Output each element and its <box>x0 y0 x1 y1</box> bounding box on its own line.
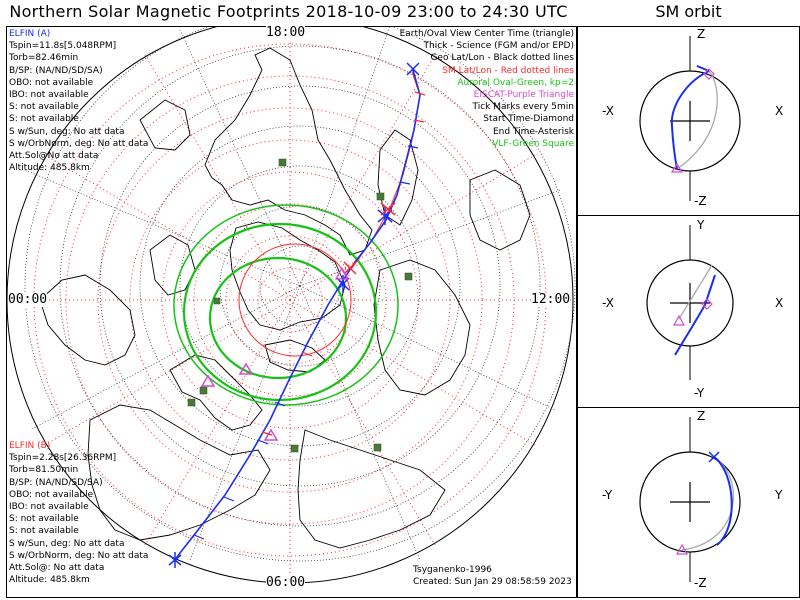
elfin-b-line: S w/OrbNorm, deg: No att data <box>9 550 149 561</box>
elfin-a-name: ELFIN (A) <box>9 29 51 39</box>
geo-meridians <box>24 27 561 561</box>
model-label: Tsyganenko-1996 <box>413 565 492 575</box>
elfin-a-line: Altitude: 485.8km <box>9 163 90 174</box>
axis-bottom: -Y <box>694 386 705 400</box>
elfin-a-line: Torb=82.46min <box>9 53 79 64</box>
elfin-a-line: S w/Sun, deg: No att data <box>9 126 125 137</box>
elfin-a-track <box>174 69 421 561</box>
orbit-plot-xz <box>639 36 741 201</box>
start-end-markers <box>168 62 420 568</box>
credit: Tsyganenko-1996 Created: Sun Jan 29 08:5… <box>413 564 572 588</box>
elfin-b-line: S: not available <box>9 526 79 537</box>
elfin-a-line: OBO: not available <box>9 77 94 88</box>
elfin-b-line: S: not available <box>9 514 79 525</box>
elfin-b-line: Att.Sol@: No att data <box>9 563 105 574</box>
legend-item: Auroral Oval-Green, kp=2 <box>457 77 574 88</box>
clock-label-bottom: 06:00 <box>266 575 306 590</box>
axis-bottom: -Z <box>694 194 707 208</box>
axis-left: -X <box>602 296 614 310</box>
orbit-plot-yz <box>639 417 741 582</box>
legend-item: Thick - Science (FGM and/or EPD) <box>423 41 574 52</box>
legend-item: SM Lat/Lon - Red dotted lines <box>442 65 574 76</box>
axis-top: Z <box>697 409 706 423</box>
legend-item: VLF-Green Square <box>492 138 574 149</box>
legend-item: Earth/Oval View Center Time (triangle) <box>399 29 574 39</box>
legend-item: End Time-Asterisk <box>492 126 574 137</box>
coastlines <box>39 47 531 549</box>
axis-right: X <box>775 296 784 310</box>
elfin-a-line: S: not available <box>9 102 79 113</box>
legend: Earth/Oval View Center Time (triangle) T… <box>400 28 574 150</box>
elfin-a-line: IBO: not available <box>9 90 89 101</box>
orbit-title: SM orbit <box>655 2 722 21</box>
auroral-oval <box>182 222 378 402</box>
elfin-a-line: S w/OrbNorm, deg: No att data <box>9 138 149 149</box>
orbit-plot-xy <box>646 225 734 380</box>
elfin-a-ticks <box>193 145 419 540</box>
legend-item: Geo Lat/Lon - Black dotted lines <box>430 53 574 64</box>
elfin-b-line: B/SP: (NA/ND/SD/SA) <box>9 477 103 488</box>
elfin-b-line: OBO: not available <box>9 489 94 500</box>
elfin-b-line: Altitude: 485.8km <box>9 575 90 586</box>
axis-left: -X <box>602 104 614 118</box>
elfin-a-line: Att.Sol@No att data <box>9 151 99 162</box>
polar-map <box>7 27 576 584</box>
elfin-a-info: ELFIN (A) Tspin=11.8s[5.048RPM] Torb=82.… <box>9 28 148 174</box>
legend-item: EISCAT-Purple Triangle <box>473 90 574 101</box>
plot-title: Northern Solar Magnetic Footprints 2018-… <box>9 2 568 21</box>
clock-label-right: 12:00 <box>531 292 571 307</box>
sm-inner-circle <box>238 243 352 357</box>
clock-label-top: 18:00 <box>266 25 306 40</box>
clock-label-left: 00:00 <box>8 292 48 307</box>
axis-top: Z <box>697 27 706 41</box>
center-time-triangle <box>334 266 350 280</box>
elfin-b-line: S w/Sun, deg: No att data <box>9 538 125 549</box>
eiscat-markers <box>200 362 279 441</box>
axis-bottom: -Z <box>694 576 707 590</box>
axis-top: Y <box>697 218 705 232</box>
vlf-stations <box>187 158 413 453</box>
elfin-b-name: ELFIN (B) <box>9 441 51 451</box>
axis-left: -Y <box>602 488 613 502</box>
elfin-b-line: Tspin=2.28s[26.36RPM] <box>9 453 117 464</box>
elfin-b-line: IBO: not available <box>9 502 89 513</box>
elfin-a-line: Tspin=11.8s[5.048RPM] <box>9 41 117 52</box>
created-label: Created: Sun Jan 29 08:58:59 2023 <box>413 577 572 588</box>
legend-item: Start Time-Diamond <box>483 114 574 125</box>
auroral-oval-outer <box>173 204 399 406</box>
elfin-a-line: B/SP: (NA/ND/SD/SA) <box>9 65 103 76</box>
elfin-b-line: Torb=81.50min <box>9 465 79 476</box>
elfin-a-line: S: not available <box>9 114 79 125</box>
elfin-b-ticks <box>261 91 426 436</box>
axis-right: X <box>775 104 784 118</box>
axis-right: Y <box>775 488 783 502</box>
legend-item: Tick Marks every 5min <box>472 102 574 113</box>
elfin-b-info: ELFIN (B) Tspin=2.28s[26.36RPM] Torb=81.… <box>9 440 148 586</box>
